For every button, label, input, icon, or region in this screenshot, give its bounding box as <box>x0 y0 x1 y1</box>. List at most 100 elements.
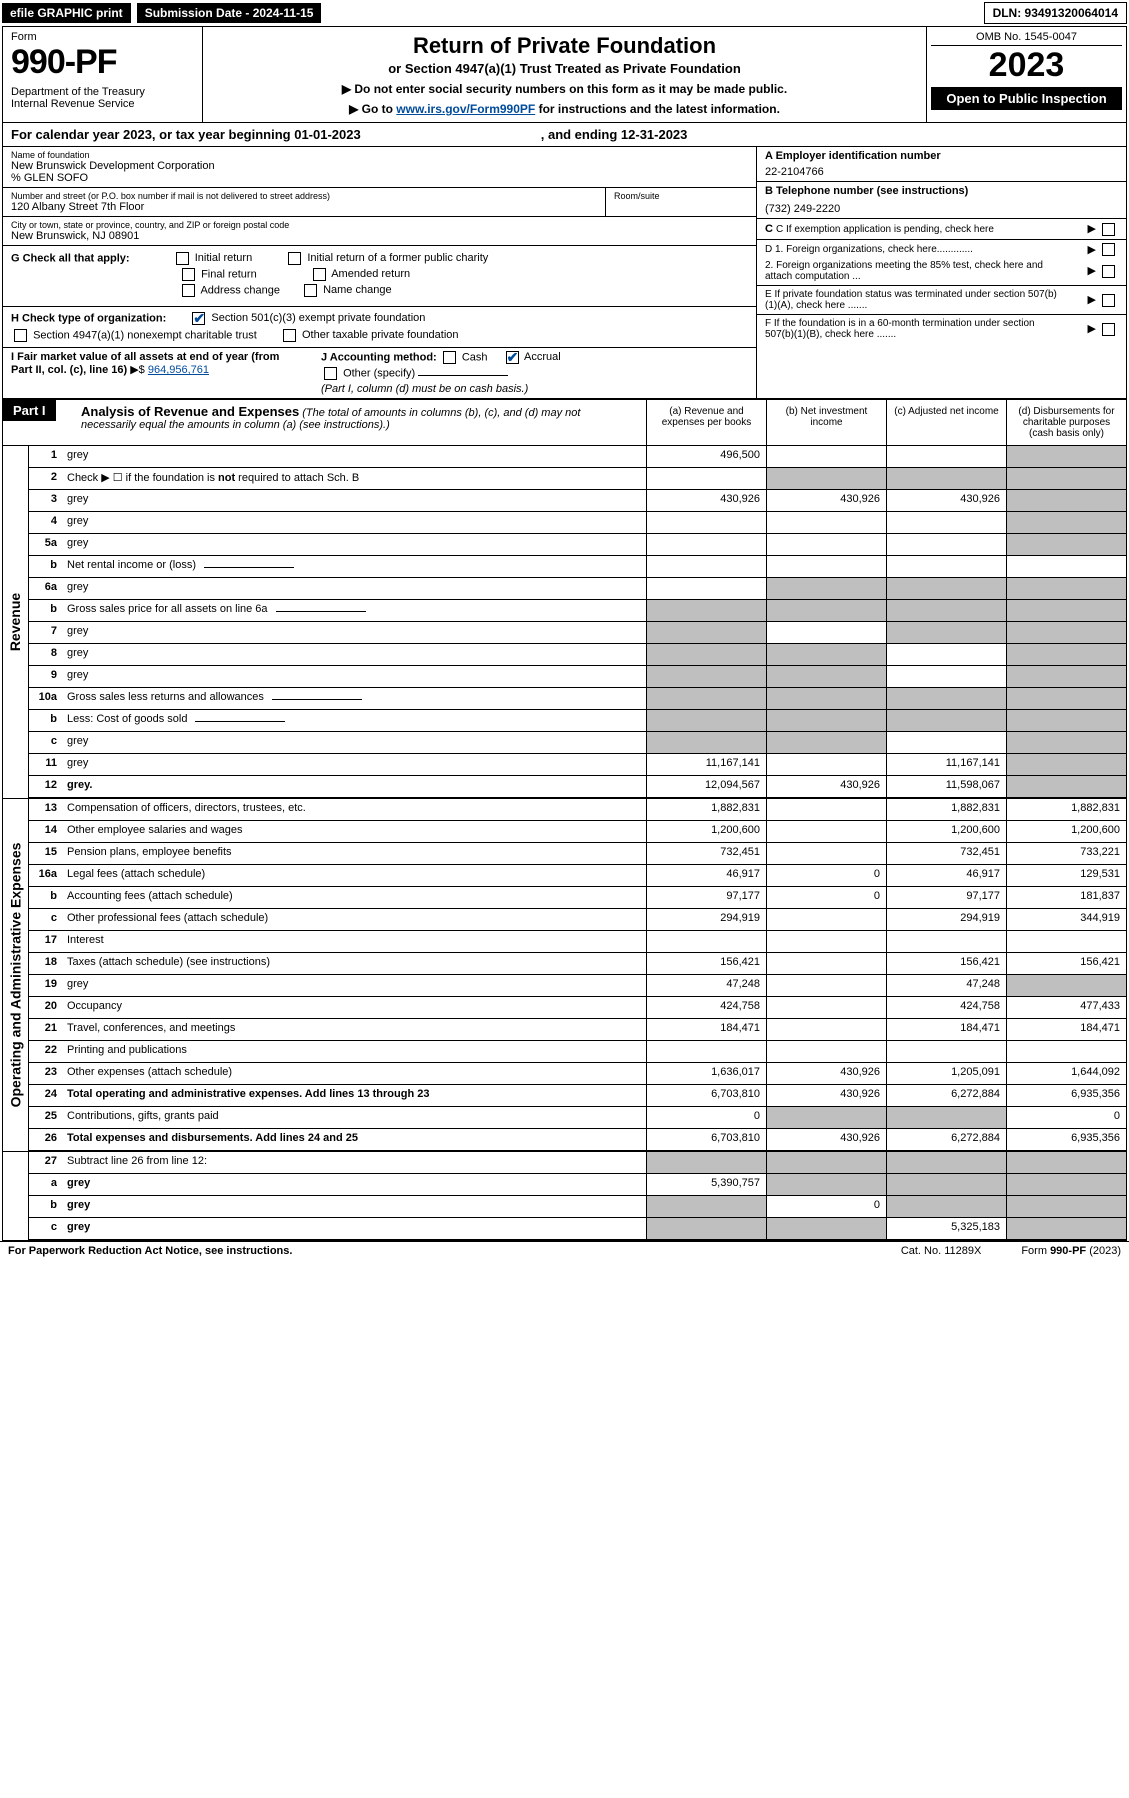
row-num: 14 <box>29 821 63 842</box>
row-num: 24 <box>29 1085 63 1106</box>
row-r16a: 16aLegal fees (attach schedule)46,917046… <box>29 865 1126 887</box>
g-initial-former-cb[interactable] <box>288 252 301 265</box>
e-checkbox[interactable] <box>1102 294 1115 307</box>
cell: 430,926 <box>766 1063 886 1084</box>
cell: 732,451 <box>886 843 1006 864</box>
cell: 430,926 <box>766 1085 886 1106</box>
cell: 732,451 <box>646 843 766 864</box>
row-num: 11 <box>29 754 63 775</box>
cell: 430,926 <box>646 490 766 511</box>
cell <box>646 1041 766 1062</box>
row-num: c <box>29 1218 63 1239</box>
j-cash-cb[interactable] <box>443 351 456 364</box>
part1-header: Part I Analysis of Revenue and Expenses … <box>3 399 1126 446</box>
row-r1: 1grey496,500 <box>29 446 1126 468</box>
efile-print-btn[interactable]: efile GRAPHIC print <box>2 3 131 23</box>
cell <box>886 688 1006 709</box>
row-r20: 20Occupancy424,758424,758477,433 <box>29 997 1126 1019</box>
cell <box>766 446 886 467</box>
cell: 156,421 <box>646 953 766 974</box>
g-address-change-cb[interactable] <box>182 284 195 297</box>
g-final-return-cb[interactable] <box>182 268 195 281</box>
row-desc: Taxes (attach schedule) (see instruction… <box>63 953 646 974</box>
row-num: 27 <box>29 1152 63 1173</box>
ein-label: A Employer identification number <box>765 150 941 162</box>
cell <box>1006 710 1126 731</box>
g-amended-return-cb[interactable] <box>313 268 326 281</box>
row-r4: 4grey <box>29 512 1126 534</box>
cell <box>1006 578 1126 599</box>
foundation-name: New Brunswick Development Corporation <box>11 160 748 172</box>
row-num: 9 <box>29 666 63 687</box>
row-desc: Legal fees (attach schedule) <box>63 865 646 886</box>
summary-section: 27Subtract line 26 from line 12:agrey5,3… <box>3 1151 1126 1240</box>
h-label: H Check type of organization: <box>11 312 166 324</box>
h-501c3-cb[interactable] <box>192 312 205 325</box>
cell <box>646 534 766 555</box>
row-num: 2 <box>29 468 63 489</box>
cell <box>1006 1218 1126 1239</box>
row-num: 21 <box>29 1019 63 1040</box>
cell <box>1006 1196 1126 1217</box>
g-name-change-cb[interactable] <box>304 284 317 297</box>
row-desc: Total expenses and disbursements. Add li… <box>63 1129 646 1150</box>
cell <box>766 1107 886 1128</box>
form-subtitle: or Section 4947(a)(1) Trust Treated as P… <box>213 61 916 76</box>
d1-checkbox[interactable] <box>1102 243 1115 256</box>
h-4947-cb[interactable] <box>14 329 27 342</box>
tax-year: 2023 <box>931 46 1122 85</box>
cell: 6,935,356 <box>1006 1085 1126 1106</box>
row-r27b: bgrey0 <box>29 1196 1126 1218</box>
address-row: Number and street (or P.O. box number if… <box>3 188 756 217</box>
cell <box>646 556 766 577</box>
cell <box>646 1196 766 1217</box>
cell <box>886 1041 1006 1062</box>
header-center: Return of Private Foundation or Section … <box>203 27 926 122</box>
cell <box>886 710 1006 731</box>
cell: 1,200,600 <box>646 821 766 842</box>
cell <box>886 512 1006 533</box>
cell <box>766 1218 886 1239</box>
row-desc: Accounting fees (attach schedule) <box>63 887 646 908</box>
g-initial-return-cb[interactable] <box>176 252 189 265</box>
name-row: Name of foundation New Brunswick Develop… <box>3 147 756 188</box>
cell <box>1006 512 1126 533</box>
row-desc: grey <box>63 512 646 533</box>
row-desc: Occupancy <box>63 997 646 1018</box>
j-accrual-cb[interactable] <box>506 351 519 364</box>
cell <box>766 1019 886 1040</box>
d2-checkbox[interactable] <box>1102 265 1115 278</box>
cell <box>646 644 766 665</box>
h-other-taxable-cb[interactable] <box>283 329 296 342</box>
row-r8: 8grey <box>29 644 1126 666</box>
row-num: 26 <box>29 1129 63 1150</box>
row-r5a: 5agrey <box>29 534 1126 556</box>
cell <box>766 953 886 974</box>
footer-form-ref: Form 990-PF (2023) <box>1021 1245 1121 1257</box>
cell <box>646 732 766 753</box>
row-num: 18 <box>29 953 63 974</box>
row-r21: 21Travel, conferences, and meetings184,4… <box>29 1019 1126 1041</box>
cell <box>646 666 766 687</box>
i-fmv-amount[interactable]: 964,956,761 <box>148 364 209 376</box>
j-other-cb[interactable] <box>324 367 337 380</box>
f-checkbox[interactable] <box>1102 323 1115 336</box>
cell <box>766 622 886 643</box>
c-checkbox[interactable] <box>1102 223 1115 236</box>
row-num: 7 <box>29 622 63 643</box>
row-desc: Subtract line 26 from line 12: <box>63 1152 646 1173</box>
row-desc: grey <box>63 534 646 555</box>
row-r14: 14Other employee salaries and wages1,200… <box>29 821 1126 843</box>
row-num: b <box>29 600 63 621</box>
irs-link[interactable]: www.irs.gov/Form990PF <box>396 102 535 116</box>
cell: 1,636,017 <box>646 1063 766 1084</box>
row-num: 23 <box>29 1063 63 1084</box>
cell: 6,272,884 <box>886 1129 1006 1150</box>
row-r25: 25Contributions, gifts, grants paid00 <box>29 1107 1126 1129</box>
j-note: (Part I, column (d) must be on cash basi… <box>321 383 561 395</box>
row-r18: 18Taxes (attach schedule) (see instructi… <box>29 953 1126 975</box>
cell: 424,758 <box>886 997 1006 1018</box>
row-num: 1 <box>29 446 63 467</box>
section-h: H Check type of organization: Section 50… <box>3 307 756 348</box>
row-desc: grey. <box>63 776 646 797</box>
